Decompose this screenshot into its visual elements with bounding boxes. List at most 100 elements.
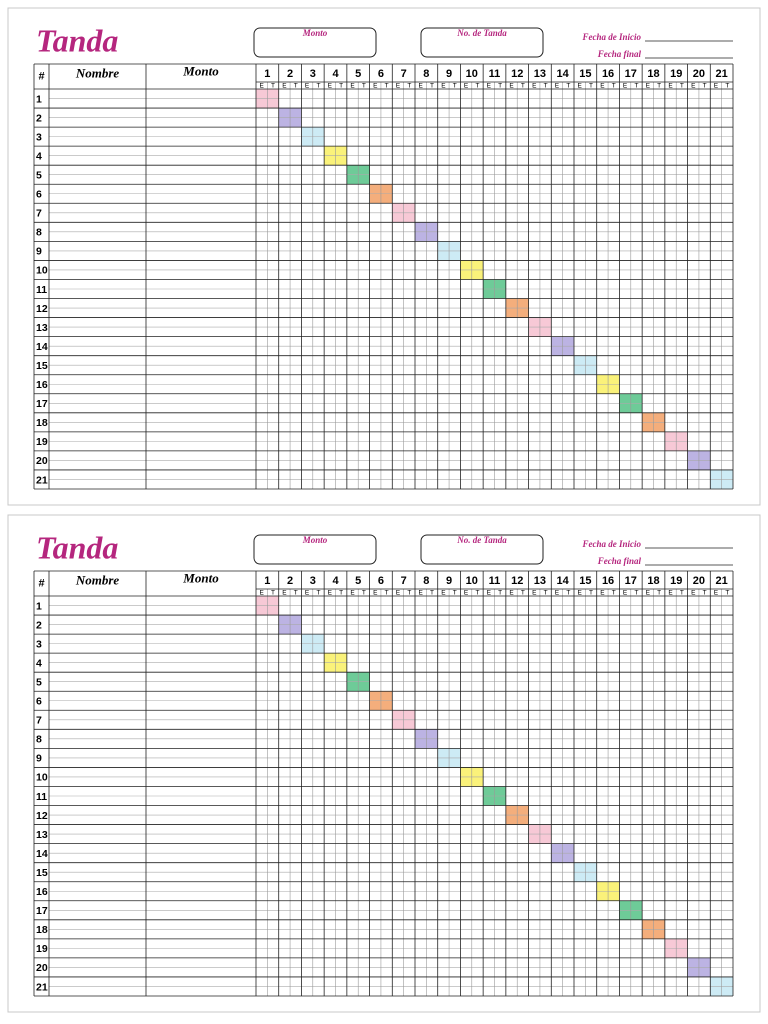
sub-label: T xyxy=(271,83,275,90)
header-name: Nombre xyxy=(75,65,120,80)
column-number: 2 xyxy=(287,68,293,80)
column-number: 11 xyxy=(489,575,501,587)
sub-label: E xyxy=(487,83,492,90)
sub-label: E xyxy=(668,83,673,90)
sub-label: T xyxy=(316,83,320,90)
column-number: 10 xyxy=(466,68,478,80)
column-number: 3 xyxy=(310,575,316,587)
row-number: 1 xyxy=(36,600,42,612)
field-box xyxy=(253,27,377,58)
sub-label: T xyxy=(589,83,593,90)
column-number: 4 xyxy=(332,68,339,80)
sub-label: T xyxy=(385,590,389,597)
header-number: # xyxy=(38,577,44,589)
sub-label: T xyxy=(680,590,684,597)
row-number: 9 xyxy=(36,753,42,765)
field-box xyxy=(420,27,544,58)
row-number: 6 xyxy=(36,189,42,201)
sub-label: T xyxy=(294,590,298,597)
sub-label: T xyxy=(634,83,638,90)
row-number: 21 xyxy=(36,474,48,486)
column-number: 1 xyxy=(264,68,270,80)
sub-label: T xyxy=(521,83,525,90)
row-number: 15 xyxy=(36,360,48,372)
sub-label: T xyxy=(294,83,298,90)
sub-label: T xyxy=(703,590,707,597)
field-box xyxy=(253,534,377,565)
sub-label: E xyxy=(714,83,719,90)
row-number: 3 xyxy=(36,131,42,143)
column-number: 2 xyxy=(287,575,293,587)
sub-label: T xyxy=(612,590,616,597)
row-number: 6 xyxy=(36,696,42,708)
column-number: 13 xyxy=(534,68,546,80)
sub-label: T xyxy=(385,83,389,90)
sub-label: T xyxy=(430,590,434,597)
field-label: Monto xyxy=(302,535,328,545)
column-number: 19 xyxy=(670,68,682,80)
row-number: 7 xyxy=(36,208,42,220)
sub-label: T xyxy=(498,83,502,90)
title: Tanda xyxy=(36,529,118,565)
row-number: 17 xyxy=(36,398,48,410)
row-number: 17 xyxy=(36,905,48,917)
sub-label: E xyxy=(578,590,583,597)
sub-label: T xyxy=(407,83,411,90)
sub-label: E xyxy=(509,590,514,597)
sub-label: E xyxy=(396,590,401,597)
title: Tanda xyxy=(36,22,118,58)
column-number: 5 xyxy=(355,575,361,587)
column-number: 12 xyxy=(511,575,523,587)
column-number: 11 xyxy=(489,68,501,80)
row-number: 8 xyxy=(36,734,42,746)
header-name: Nombre xyxy=(75,572,120,587)
row-number: 4 xyxy=(36,150,42,162)
column-number: 18 xyxy=(647,68,659,80)
sub-label: T xyxy=(566,590,570,597)
row-number: 21 xyxy=(36,981,48,993)
field-label: No. de Tanda xyxy=(456,535,507,545)
row-number: 14 xyxy=(36,848,48,860)
sub-label: T xyxy=(725,590,729,597)
date-label: Fecha de Inicio xyxy=(582,32,642,42)
row-number: 8 xyxy=(36,227,42,239)
sub-label: T xyxy=(657,83,661,90)
row-number: 12 xyxy=(36,810,48,822)
row-number: 18 xyxy=(36,417,48,429)
column-number: 15 xyxy=(579,68,591,80)
sub-label: T xyxy=(339,83,343,90)
row-number: 13 xyxy=(36,322,48,334)
column-number: 20 xyxy=(693,575,705,587)
sub-label: E xyxy=(691,83,696,90)
sub-label: T xyxy=(362,590,366,597)
row-number: 12 xyxy=(36,303,48,315)
column-number: 5 xyxy=(355,68,361,80)
sub-label: T xyxy=(612,83,616,90)
sub-label: E xyxy=(623,590,628,597)
sub-label: E xyxy=(646,590,651,597)
sub-label: T xyxy=(362,83,366,90)
column-number: 19 xyxy=(670,575,682,587)
row-number: 15 xyxy=(36,867,48,879)
sub-label: T xyxy=(521,590,525,597)
sub-label: E xyxy=(305,590,310,597)
field-label: No. de Tanda xyxy=(456,28,507,38)
sub-label: E xyxy=(668,590,673,597)
row-number: 20 xyxy=(36,962,48,974)
column-number: 12 xyxy=(511,68,523,80)
row-number: 9 xyxy=(36,246,42,258)
sub-label: T xyxy=(475,590,479,597)
column-number: 3 xyxy=(310,68,316,80)
row-number: 14 xyxy=(36,341,48,353)
sub-label: E xyxy=(464,590,469,597)
field-label: Monto xyxy=(302,28,328,38)
row-number: 2 xyxy=(36,112,42,124)
row-number: 11 xyxy=(36,791,47,803)
date-label: Fecha final xyxy=(597,556,642,566)
sheet-frame xyxy=(7,514,761,1013)
sub-label: E xyxy=(691,590,696,597)
sub-label: E xyxy=(441,590,446,597)
sub-label: T xyxy=(634,590,638,597)
column-number: 16 xyxy=(602,68,614,80)
sub-label: T xyxy=(544,590,548,597)
